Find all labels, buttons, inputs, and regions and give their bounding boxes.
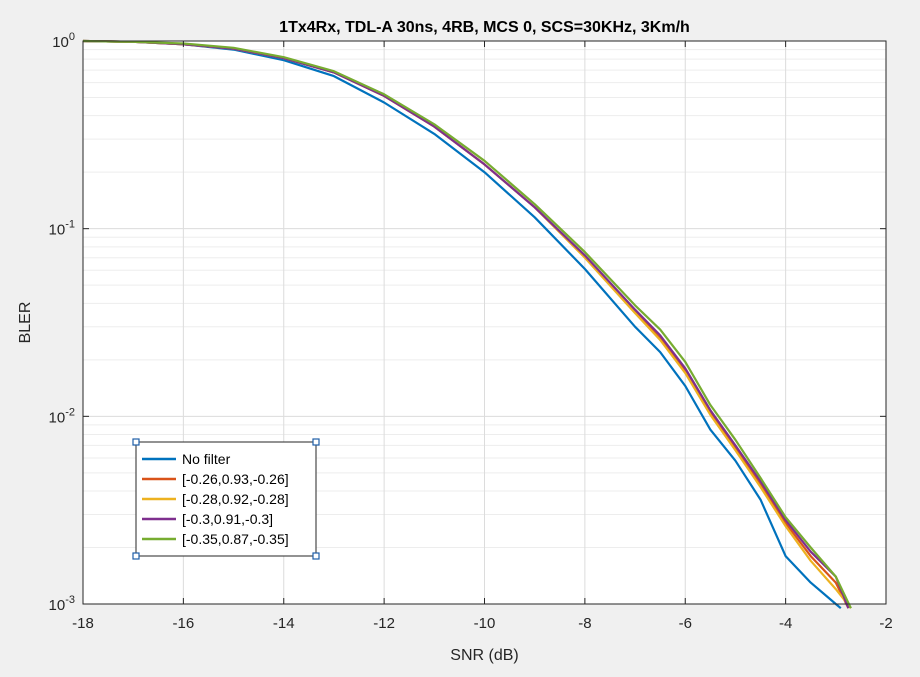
legend-entry-label: [-0.28,0.92,-0.28] [182, 491, 289, 507]
chart-title: 1Tx4Rx, TDL-A 30ns, 4RB, MCS 0, SCS=30KH… [279, 19, 690, 36]
x-tick-label: -12 [373, 615, 395, 632]
x-tick-label: -10 [474, 615, 496, 632]
x-tick-label: -16 [173, 615, 195, 632]
legend-entry-label: [-0.3,0.91,-0.3] [182, 511, 273, 527]
y-axis-label: BLER [17, 302, 34, 344]
legend-resize-handle[interactable] [312, 438, 320, 446]
legend-resize-handle[interactable] [312, 552, 320, 560]
series-line [82, 39, 852, 609]
legend-resize-handle[interactable] [132, 552, 140, 560]
series-layer [82, 39, 852, 610]
y-tick-label: 10-3 [49, 594, 75, 614]
x-tick-label: -2 [879, 615, 892, 632]
y-tick-label: 100 [52, 31, 75, 51]
y-tick-label: 10-2 [49, 406, 75, 426]
x-tick-label: -14 [273, 615, 295, 632]
x-ticks: -18 -16 -14 -12 -10 -8 -6 -4 -2 [72, 41, 893, 632]
series-line [82, 39, 842, 610]
legend[interactable]: No filter [-0.26,0.93,-0.26] [-0.28,0.92,-… [132, 438, 320, 560]
x-tick-label: -18 [72, 615, 94, 632]
x-tick-label: -4 [779, 615, 792, 632]
x-axis-label: SNR (dB) [450, 647, 518, 664]
legend-resize-handle[interactable] [132, 438, 140, 446]
x-tick-label: -6 [679, 615, 692, 632]
y-tick-label: 10-1 [49, 219, 75, 239]
legend-entry-label: [-0.26,0.93,-0.26] [182, 471, 289, 487]
legend-entry-label: [-0.35,0.87,-0.35] [182, 531, 289, 547]
y-ticks: 100 10-1 10-2 10-3 [49, 31, 886, 614]
legend-entry-label: No filter [182, 451, 231, 467]
x-tick-label: -8 [578, 615, 591, 632]
